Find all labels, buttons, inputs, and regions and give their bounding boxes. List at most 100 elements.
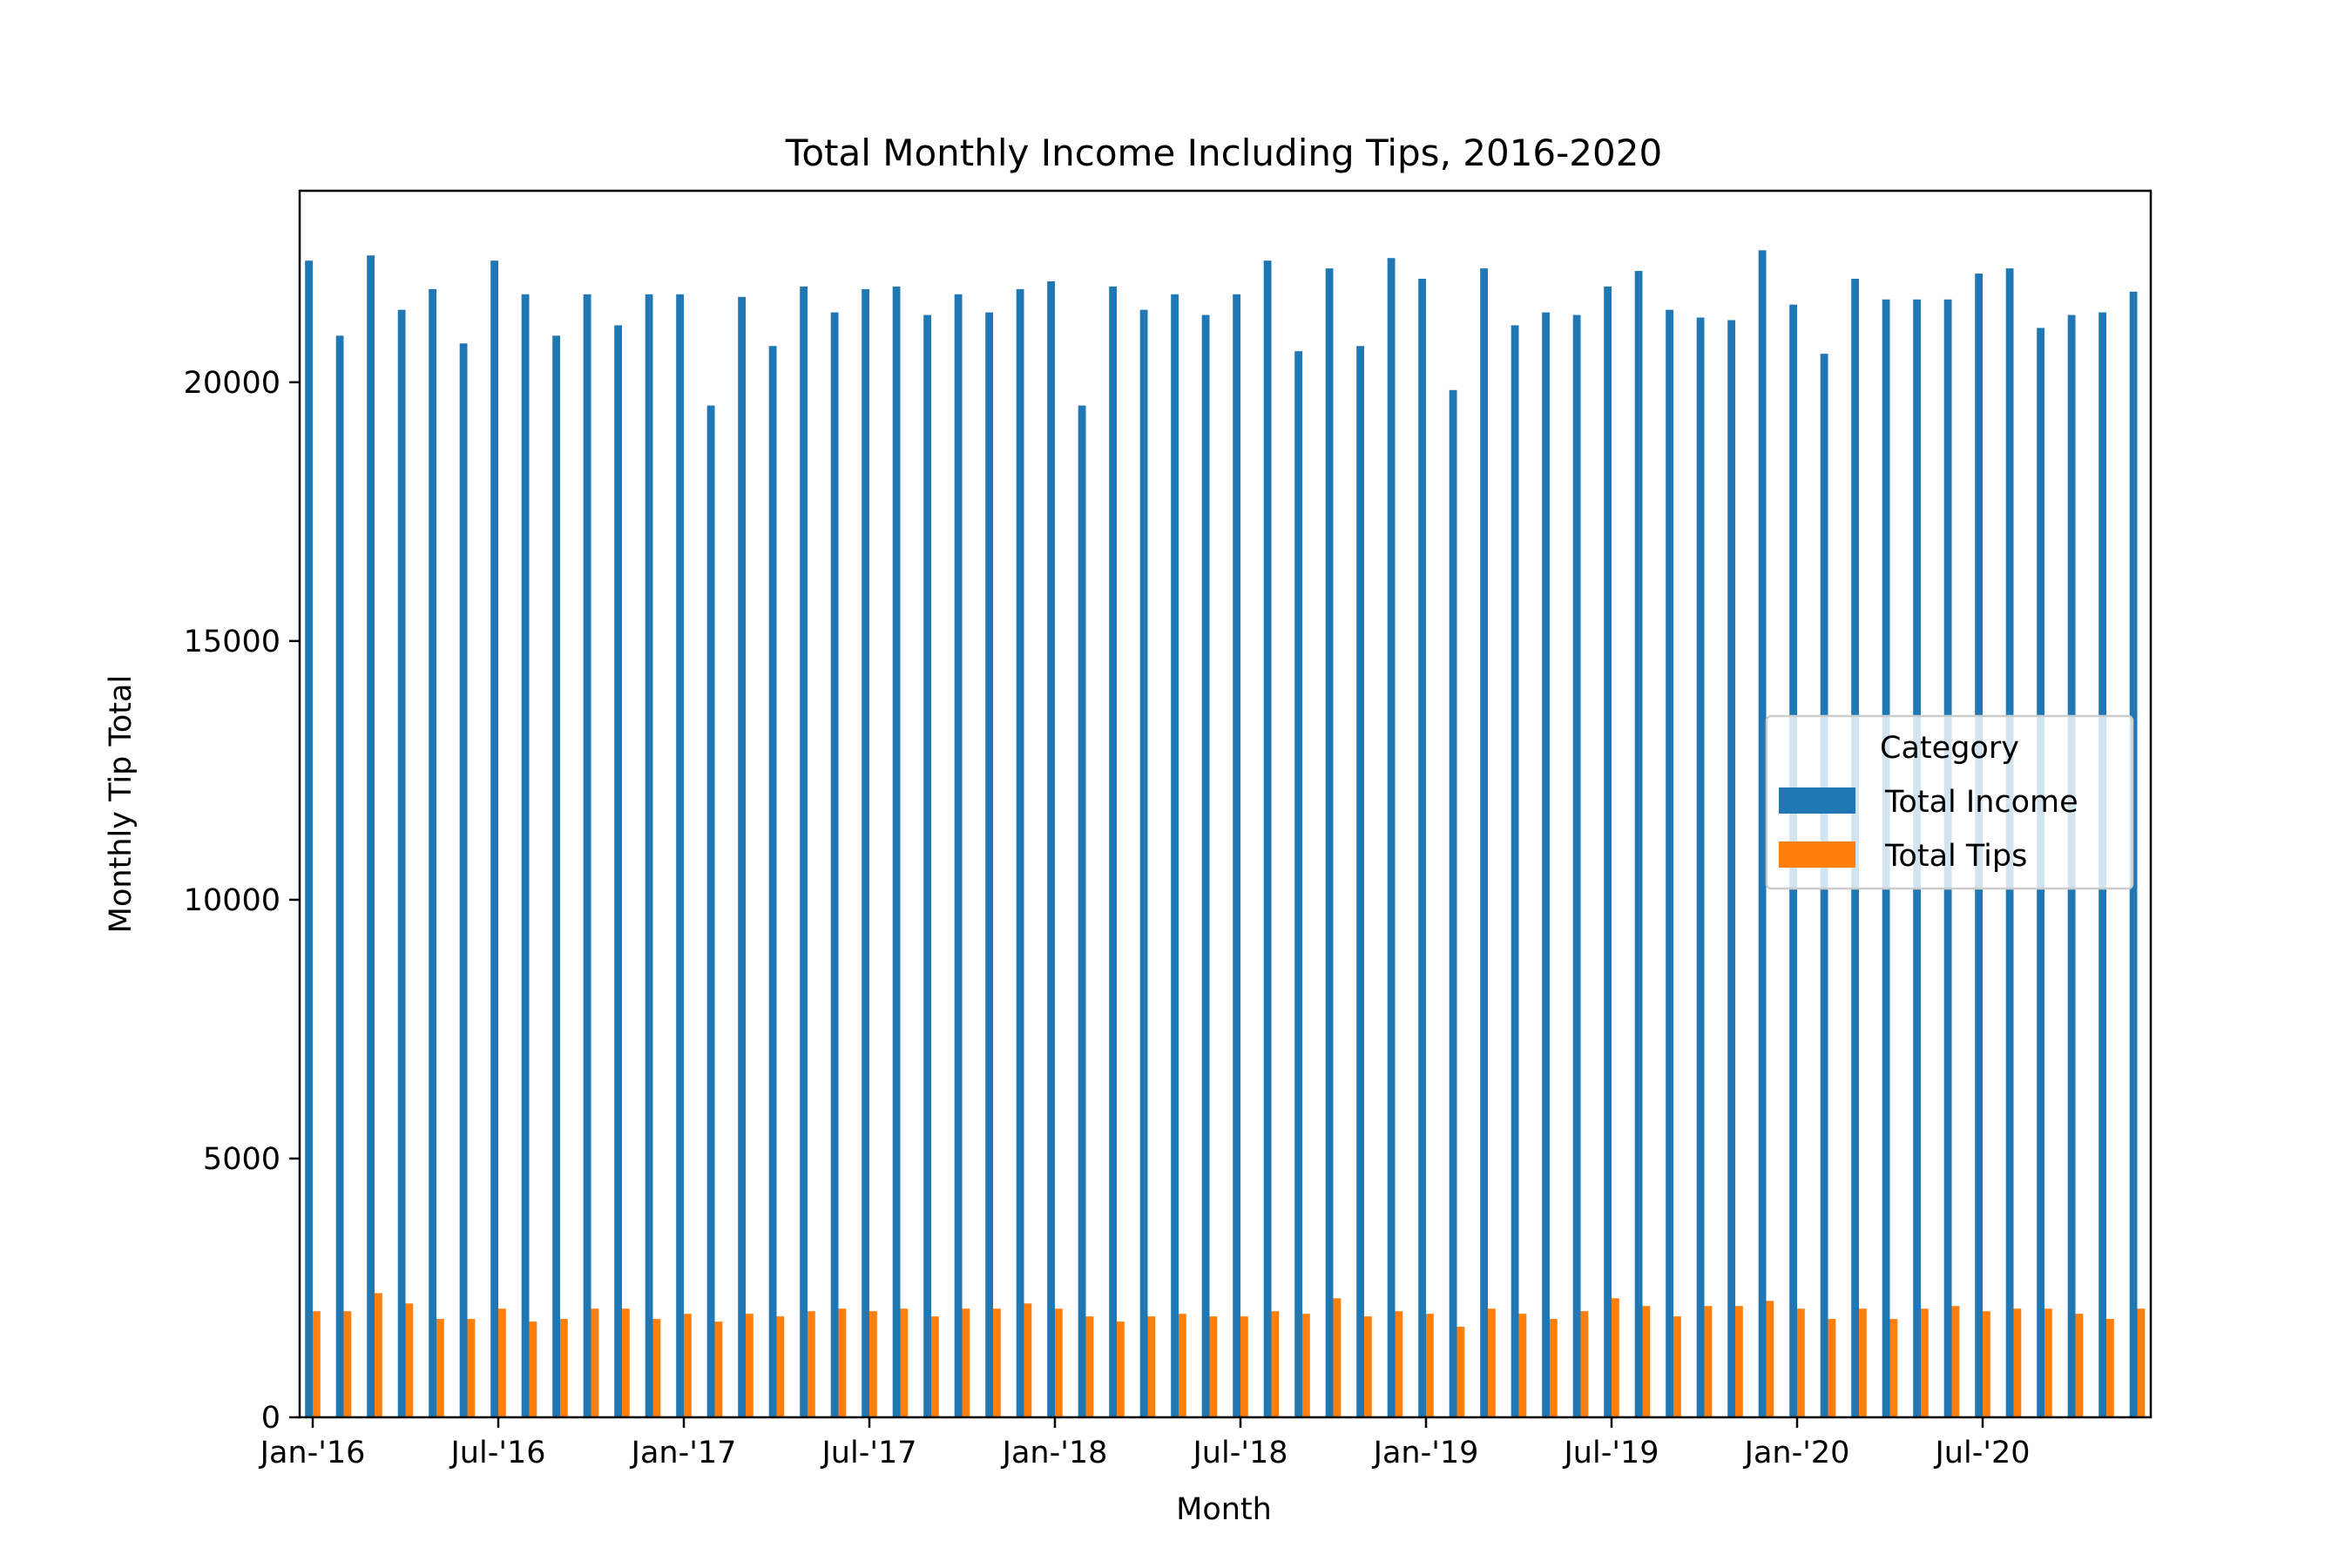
- bar-total-tips-46: [1735, 1306, 1743, 1417]
- bar-total-tips-33: [1333, 1298, 1342, 1417]
- bar-total-tips-36: [1426, 1314, 1434, 1417]
- bar-total-tips-41: [1580, 1311, 1589, 1417]
- bar-total-income-26: [1109, 286, 1117, 1417]
- legend-label-total-tips: Total Tips: [1884, 839, 2027, 874]
- x-tick-label: Jan-'17: [630, 1436, 737, 1470]
- y-tick-label: 5000: [203, 1142, 280, 1177]
- x-tick-label: Jan-'18: [1001, 1436, 1108, 1470]
- bar-total-tips-3: [405, 1303, 414, 1417]
- bar-total-income-2: [367, 255, 375, 1417]
- bar-total-tips-26: [1117, 1321, 1125, 1417]
- bar-total-income-36: [1418, 279, 1426, 1417]
- legend-swatch-total-tips: [1779, 841, 1855, 868]
- bar-total-income-20: [923, 314, 931, 1418]
- bar-total-tips-4: [436, 1319, 444, 1417]
- bar-total-tips-48: [1797, 1308, 1805, 1417]
- bar-total-tips-28: [1179, 1314, 1186, 1417]
- bar-total-tips-38: [1488, 1308, 1496, 1417]
- bar-total-tips-43: [1642, 1306, 1651, 1417]
- bar-total-income-10: [614, 325, 622, 1418]
- bar-total-income-33: [1325, 268, 1334, 1417]
- bar-total-income-40: [1542, 312, 1550, 1417]
- bar-total-tips-47: [1766, 1301, 1774, 1417]
- bar-total-tips-32: [1302, 1314, 1310, 1417]
- x-axis-label: Month: [1176, 1492, 1272, 1527]
- bar-total-tips-2: [375, 1293, 382, 1417]
- x-tick-label: Jul-'16: [449, 1436, 545, 1470]
- legend-box: [1765, 714, 2134, 890]
- x-tick-label: Jul-'18: [1191, 1436, 1288, 1470]
- bar-total-income-28: [1171, 294, 1179, 1417]
- bar-total-income-30: [1233, 294, 1240, 1417]
- bar-total-tips-22: [993, 1308, 1001, 1417]
- bar-total-tips-42: [1612, 1298, 1619, 1417]
- bar-total-income-41: [1572, 314, 1581, 1418]
- bar-total-tips-14: [746, 1314, 754, 1417]
- bar-total-tips-35: [1395, 1311, 1403, 1417]
- bar-total-income-5: [459, 343, 468, 1417]
- bar-total-tips-1: [343, 1311, 352, 1417]
- bar-total-tips-17: [838, 1308, 847, 1417]
- bar-total-income-44: [1666, 309, 1673, 1417]
- bar-total-income-25: [1078, 405, 1086, 1417]
- chart-title: Total Monthly Income Including Tips, 201…: [785, 132, 1662, 174]
- bar-total-tips-9: [591, 1308, 599, 1417]
- bar-total-income-9: [583, 294, 591, 1417]
- bar-total-tips-21: [962, 1308, 970, 1417]
- legend: Category Total Income Total Tips: [1765, 714, 2134, 890]
- legend-swatch-total-income: [1779, 787, 1855, 814]
- bar-total-income-11: [645, 294, 653, 1417]
- bar-total-tips-49: [1828, 1319, 1836, 1417]
- bar-total-income-34: [1356, 346, 1364, 1418]
- bar-total-tips-12: [684, 1314, 692, 1417]
- bar-total-income-3: [397, 309, 406, 1417]
- bar-total-tips-10: [622, 1308, 630, 1417]
- bar-total-income-12: [676, 294, 684, 1417]
- y-axis-label: Monthly Tip Total: [104, 675, 139, 933]
- bar-total-income-37: [1449, 389, 1457, 1418]
- bar-total-tips-57: [2075, 1314, 2084, 1417]
- x-tick-label: Jul-'19: [1562, 1436, 1659, 1470]
- bar-total-income-45: [1696, 317, 1705, 1417]
- bar-total-tips-20: [931, 1316, 939, 1417]
- bar-total-income-21: [954, 294, 963, 1417]
- bar-total-tips-53: [1951, 1306, 1960, 1417]
- bar-total-income-39: [1511, 325, 1519, 1418]
- bar-total-tips-13: [714, 1321, 723, 1417]
- bar-total-tips-45: [1704, 1306, 1713, 1417]
- bar-total-income-42: [1604, 286, 1612, 1417]
- bar-total-income-4: [429, 288, 436, 1417]
- y-tick-label: 20000: [184, 366, 280, 401]
- bar-total-tips-19: [900, 1308, 909, 1417]
- x-tick-label: Jan-'20: [1743, 1436, 1850, 1470]
- bar-total-tips-51: [1889, 1319, 1898, 1417]
- bar-total-tips-54: [1983, 1311, 1990, 1417]
- bar-total-tips-16: [808, 1311, 815, 1417]
- bar-total-income-29: [1201, 314, 1210, 1418]
- bar-total-income-23: [1016, 288, 1024, 1417]
- y-axis: 0 5000 10000 15000 20000: [184, 366, 300, 1436]
- bar-total-income-32: [1294, 351, 1302, 1417]
- bar-total-tips-50: [1859, 1308, 1867, 1417]
- bar-total-income-18: [862, 288, 869, 1417]
- bar-total-tips-44: [1673, 1316, 1681, 1417]
- bar-total-income-7: [521, 294, 530, 1417]
- bar-total-tips-30: [1240, 1316, 1248, 1417]
- bar-total-income-16: [800, 286, 808, 1417]
- x-tick-label: Jan-'16: [259, 1436, 366, 1470]
- bar-total-tips-27: [1147, 1316, 1156, 1417]
- legend-title: Category: [1880, 731, 2019, 766]
- bar-total-tips-37: [1456, 1327, 1465, 1417]
- bar-total-income-43: [1634, 271, 1643, 1418]
- x-tick-label: Jul-'17: [820, 1436, 916, 1470]
- bar-total-income-6: [490, 260, 498, 1418]
- bar-total-tips-40: [1550, 1319, 1558, 1417]
- bar-total-tips-58: [2106, 1319, 2114, 1417]
- bar-total-income-17: [830, 312, 839, 1417]
- bar-total-tips-52: [1921, 1308, 1929, 1417]
- bar-total-tips-15: [776, 1316, 785, 1417]
- bar-total-income-13: [706, 405, 715, 1417]
- bar-total-tips-5: [467, 1319, 476, 1417]
- x-tick-label: Jan-'19: [1372, 1436, 1479, 1470]
